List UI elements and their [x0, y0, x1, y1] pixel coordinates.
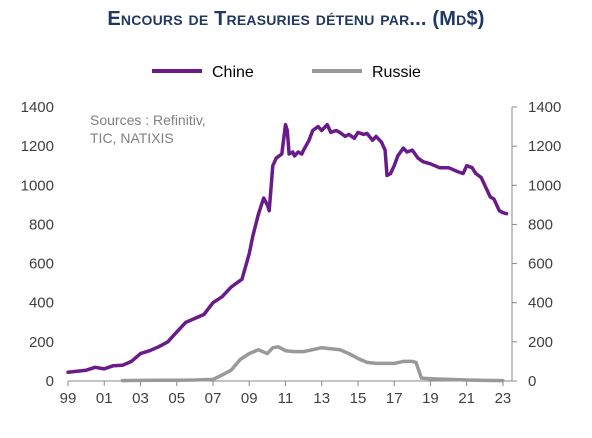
y-tick-label-left: 800 — [29, 216, 54, 233]
source-line-2: TIC, NATIXIS — [90, 130, 174, 146]
x-tick-label: 19 — [422, 390, 439, 407]
chart-title: Encours de Treasuries détenu par... (Md$… — [107, 8, 485, 30]
y-tick-label-right: 1200 — [528, 138, 561, 155]
series-line-russie — [120, 345, 505, 383]
y-tick-label-left: 1000 — [21, 177, 54, 194]
y-axis-left-ticks: 0 200 400 600 800 1000 1200 1400 — [21, 99, 54, 390]
x-tick-label: 05 — [168, 390, 185, 407]
x-tick-label: 99 — [60, 390, 77, 407]
y-tick-label-left: 600 — [29, 256, 54, 273]
series-layer — [66, 122, 509, 383]
x-tick-label: 09 — [241, 390, 258, 407]
x-tick-label: 11 — [278, 390, 294, 407]
x-tick-label: 13 — [313, 390, 330, 407]
y-tick-label-right: 600 — [528, 256, 553, 273]
source-line-1: Sources : Refinitiv, — [90, 112, 206, 128]
legend-label-russie: Russie — [372, 64, 421, 81]
y-tick-label-left: 1200 — [21, 138, 54, 155]
y-tick-label-left: 0 — [46, 373, 54, 390]
y-tick-label-right: 200 — [528, 334, 553, 351]
y-tick-label-right: 800 — [528, 216, 553, 233]
x-axis-ticks: 99 01 03 05 07 09 11 13 15 17 19 21 23 — [60, 381, 512, 407]
series-line-chine — [66, 122, 509, 374]
y-tick-label-right: 1400 — [528, 99, 561, 116]
y-tick-label-left: 1400 — [21, 99, 54, 116]
y-tick-label-right: 1000 — [528, 177, 561, 194]
legend-label-chine: Chine — [212, 64, 254, 81]
y-tick-label-right: 0 — [528, 373, 536, 390]
y-tick-label-right: 400 — [528, 295, 553, 312]
x-tick-label: 21 — [458, 390, 475, 407]
x-tick-label: 17 — [386, 390, 403, 407]
y-tick-label-left: 400 — [29, 295, 54, 312]
legend: Chine Russie — [152, 64, 421, 81]
x-tick-label: 23 — [495, 390, 512, 407]
y-tick-label-left: 200 — [29, 334, 54, 351]
x-tick-label: 01 — [96, 390, 113, 407]
x-tick-label: 07 — [205, 390, 222, 407]
y-axis-right-ticks: 0 200 400 600 800 1000 1200 1400 — [512, 99, 561, 390]
x-tick-label: 15 — [350, 390, 367, 407]
x-tick-label: 03 — [132, 390, 149, 407]
